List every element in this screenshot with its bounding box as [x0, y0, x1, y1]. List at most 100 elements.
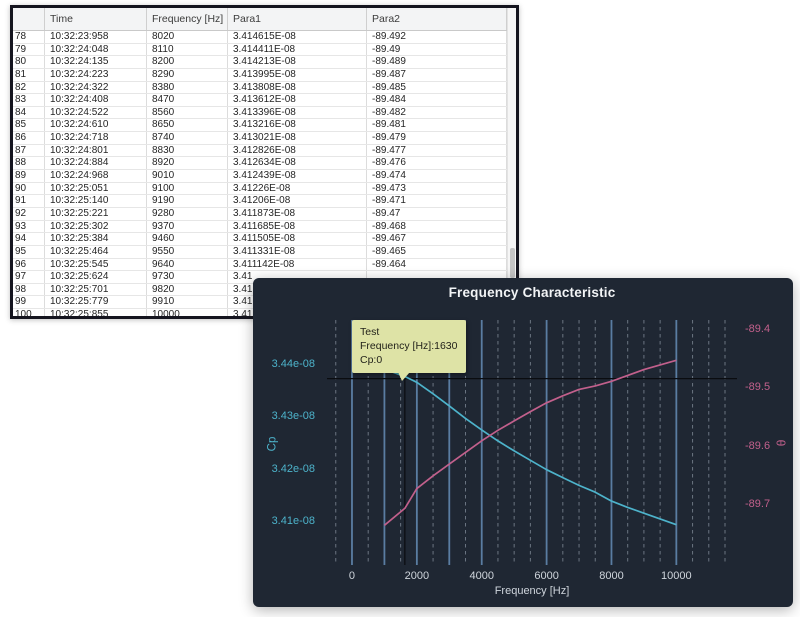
cell-time: 10:32:25:779: [45, 296, 147, 309]
cell-para2: -89.489: [367, 56, 507, 68]
table-row[interactable]: 82 10:32:24:322 8380 3.413808E-08 -89.485: [13, 81, 516, 95]
cell-frequency: 9730: [147, 271, 228, 283]
x-axis-tick: 10000: [661, 570, 692, 582]
cell-time: 10:32:24:801: [45, 144, 147, 157]
tooltip-pointer: [398, 372, 410, 381]
cell-frequency: 9640: [147, 258, 228, 271]
cell-para1: 3.411505E-08: [228, 233, 367, 245]
cell-time: 10:32:24:048: [45, 43, 147, 56]
cell-index: 96: [13, 258, 45, 271]
left-axis-title-cp: Cp: [266, 436, 279, 452]
x-axis-tick: 6000: [534, 570, 559, 582]
cell-frequency: 9370: [147, 220, 228, 233]
table-row[interactable]: 91 10:32:25:140 9190 3.41206E-08 -89.471: [13, 195, 516, 208]
table-row[interactable]: 94 10:32:25:384 9460 3.411505E-08 -89.467: [13, 233, 516, 246]
cell-index: 91: [13, 195, 45, 207]
cell-time: 10:32:25:140: [45, 195, 147, 207]
cell-index: 87: [13, 144, 45, 157]
table-row[interactable]: 78 10:32:23:958 8020 3.414615E-08 -89.492: [13, 31, 516, 44]
table-row[interactable]: 84 10:32:24:522 8560 3.413396E-08 -89.482: [13, 106, 516, 120]
left-axis-tick: 3.41e-08: [271, 515, 315, 528]
cell-time: 10:32:25:464: [45, 245, 147, 258]
cell-frequency: 9460: [147, 233, 228, 245]
table-header-row: Time Frequency [Hz] Para1 Para2: [13, 8, 516, 31]
right-axis-tick: -89.6: [745, 439, 771, 452]
cell-time: 10:32:24:522: [45, 106, 147, 119]
cell-para1: 3.414213E-08: [228, 56, 367, 68]
theta-curve[interactable]: [383, 359, 677, 526]
cell-para1: 3.413612E-08: [228, 94, 367, 106]
cell-time: 10:32:25:384: [45, 233, 147, 245]
cell-frequency: 8560: [147, 106, 228, 119]
cell-para1: 3.413995E-08: [228, 68, 367, 81]
cell-time: 10:32:24:223: [45, 68, 147, 81]
cell-time: 10:32:24:610: [45, 119, 147, 132]
cell-frequency: 9820: [147, 283, 228, 296]
column-header-para2[interactable]: Para2: [367, 8, 507, 30]
table-row[interactable]: 96 10:32:25:545 9640 3.411142E-08 -89.464: [13, 258, 516, 272]
cell-index: 94: [13, 233, 45, 245]
table-row[interactable]: 86 10:32:24:718 8740 3.413021E-08 -89.479: [13, 132, 516, 145]
column-header-frequency[interactable]: Frequency [Hz]: [147, 8, 228, 30]
cell-frequency: 9910: [147, 296, 228, 309]
table-row[interactable]: 90 10:32:25:051 9100 3.41226E-08 -89.473: [13, 182, 516, 196]
table-row[interactable]: 85 10:32:24:610 8650 3.413216E-08 -89.481: [13, 119, 516, 133]
cell-index: 78: [13, 31, 45, 43]
table-row[interactable]: 92 10:32:25:221 9280 3.411873E-08 -89.47: [13, 207, 516, 221]
table-row[interactable]: 95 10:32:25:464 9550 3.411331E-08 -89.465: [13, 245, 516, 259]
cell-frequency: 8740: [147, 132, 228, 144]
cell-para2: -89.484: [367, 94, 507, 106]
cell-para2: -89.468: [367, 220, 507, 233]
cell-index: 99: [13, 296, 45, 309]
cell-time: 10:32:24:884: [45, 157, 147, 170]
right-axis-tick: -89.7: [745, 497, 771, 510]
cell-frequency: 8020: [147, 31, 228, 43]
table-row[interactable]: 93 10:32:25:302 9370 3.411685E-08 -89.468: [13, 220, 516, 234]
cell-para2: -89.473: [367, 182, 507, 195]
table-row[interactable]: 89 10:32:24:968 9010 3.412439E-08 -89.474: [13, 170, 516, 183]
cell-index: 92: [13, 207, 45, 220]
cp-curve[interactable]: [384, 368, 677, 526]
table-row[interactable]: 79 10:32:24:048 8110 3.414411E-08 -89.49: [13, 43, 516, 57]
chart-title: Frequency Characteristic: [448, 285, 616, 300]
table-row[interactable]: 87 10:32:24:801 8830 3.412826E-08 -89.477: [13, 144, 516, 158]
cell-time: 10:32:25:624: [45, 271, 147, 283]
cell-time: 10:32:25:221: [45, 207, 147, 220]
scrollbar-thumb[interactable]: [510, 248, 515, 278]
table-row[interactable]: 83 10:32:24:408 8470 3.413612E-08 -89.484: [13, 94, 516, 107]
column-header-para1[interactable]: Para1: [228, 8, 367, 30]
cell-para1: 3.413808E-08: [228, 81, 367, 94]
column-header-time[interactable]: Time: [45, 8, 147, 30]
cell-index: 83: [13, 94, 45, 106]
cell-para2: -89.477: [367, 144, 507, 157]
cell-frequency: 8470: [147, 94, 228, 106]
cell-index: 98: [13, 283, 45, 296]
cell-index: 93: [13, 220, 45, 233]
cell-frequency: 9010: [147, 170, 228, 182]
cell-index: 86: [13, 132, 45, 144]
cell-index: 95: [13, 245, 45, 258]
cell-index: 97: [13, 271, 45, 283]
column-header-index[interactable]: [13, 8, 45, 30]
x-axis-tick: 0: [348, 570, 356, 582]
cell-index: 79: [13, 43, 45, 56]
cell-index: 85: [13, 119, 45, 132]
cell-index: 100: [13, 309, 45, 316]
right-axis-title-theta: θ: [773, 439, 788, 447]
cell-frequency: 8290: [147, 68, 228, 81]
x-axis-tick: 2000: [404, 570, 430, 582]
cell-para2: -89.464: [367, 258, 507, 271]
cell-index: 84: [13, 106, 45, 119]
right-axis-tick: -89.5: [745, 381, 771, 394]
table-vertical-scrollbar[interactable]: [507, 8, 516, 316]
cell-para2: -89.474: [367, 170, 507, 182]
table-row[interactable]: 81 10:32:24:223 8290 3.413995E-08 -89.487: [13, 68, 516, 82]
cell-para1: 3.41226E-08: [228, 182, 367, 195]
cell-index: 82: [13, 81, 45, 94]
table-row[interactable]: 80 10:32:24:135 8200 3.414213E-08 -89.489: [13, 56, 516, 69]
cell-frequency: 9100: [147, 182, 228, 195]
cell-para1: 3.411873E-08: [228, 207, 367, 220]
data-table-window: Time Frequency [Hz] Para1 Para2 78 10:32:…: [10, 5, 519, 319]
cell-index: 89: [13, 170, 45, 182]
table-row[interactable]: 88 10:32:24:884 8920 3.412634E-08 -89.476: [13, 157, 516, 171]
